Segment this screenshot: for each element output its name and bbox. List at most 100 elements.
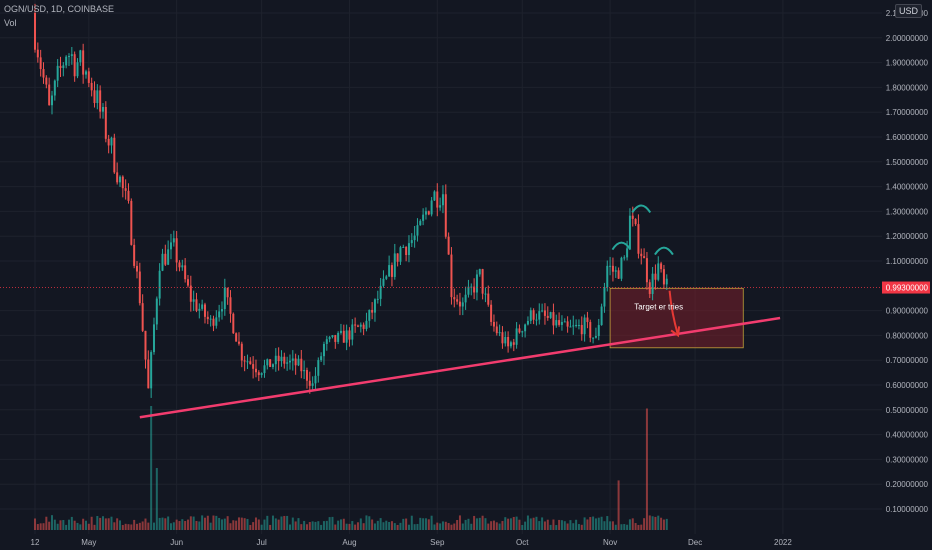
time-axis[interactable]: 12 May Jun Jul Aug Sep Oct Nov Dec 2022 xyxy=(31,538,793,547)
price-tick-label: 1.10000000 xyxy=(886,257,929,266)
candle-body xyxy=(552,312,555,326)
volume-bar xyxy=(271,515,274,530)
candle-body xyxy=(362,324,365,329)
candle-body xyxy=(280,356,283,362)
volume-bar xyxy=(280,516,283,530)
volume-bar xyxy=(226,516,229,530)
candle-body xyxy=(274,355,277,365)
time-tick-label: May xyxy=(81,538,96,547)
volume-bar xyxy=(155,468,158,530)
candle-body xyxy=(297,358,300,366)
volume-bar xyxy=(79,524,82,530)
candle-body xyxy=(82,50,85,75)
candle-body xyxy=(410,240,413,244)
volume-bar xyxy=(246,518,249,530)
head-shoulders-arc xyxy=(631,204,652,214)
volume-bar xyxy=(594,518,597,530)
candle-body xyxy=(373,299,376,313)
volume-bar xyxy=(36,524,39,530)
volume-bar xyxy=(127,524,130,530)
volume-bar xyxy=(422,518,425,530)
volume-bar xyxy=(552,519,555,530)
candle-body xyxy=(39,57,42,70)
volume-bar xyxy=(178,521,181,530)
candle-body xyxy=(175,238,178,263)
volume-bar xyxy=(388,521,391,530)
candle-body xyxy=(218,311,221,318)
volume-bar xyxy=(362,523,365,530)
volume-bar xyxy=(294,521,297,530)
volume-bar xyxy=(543,521,546,530)
volume-bar xyxy=(87,523,90,530)
candle-body xyxy=(458,301,461,307)
candle-body xyxy=(181,265,184,268)
candle-body xyxy=(490,304,493,322)
candle-body xyxy=(252,364,255,369)
candle-body xyxy=(150,352,153,389)
volume-bar xyxy=(379,518,382,530)
volume-bar xyxy=(356,522,359,530)
candle-body xyxy=(407,243,410,256)
price-axis[interactable]: 2.100000002.000000001.900000001.80000000… xyxy=(886,9,929,514)
candle-body xyxy=(543,310,546,316)
volume-bar xyxy=(124,523,127,530)
candle-body xyxy=(42,69,45,78)
volume-bar xyxy=(447,523,450,530)
volume-bar xyxy=(458,515,461,530)
candle-body xyxy=(427,211,430,215)
time-tick-label: Jul xyxy=(257,538,267,547)
candle-body xyxy=(167,249,170,265)
price-tick-label: 0.50000000 xyxy=(886,406,929,415)
volume-bar xyxy=(563,521,566,530)
candle-body xyxy=(654,273,657,280)
candle-body xyxy=(266,359,269,366)
price-tick-label: 1.50000000 xyxy=(886,158,929,167)
price-tick-label: 0.40000000 xyxy=(886,431,929,440)
volume-bar xyxy=(82,518,85,530)
candle-body xyxy=(382,278,385,286)
candle-body xyxy=(376,298,379,300)
time-tick-label: 12 xyxy=(31,538,40,547)
candle-body xyxy=(62,65,65,68)
candle-body xyxy=(76,62,79,77)
volume-bar xyxy=(461,523,464,530)
price-tick-label: 2.00000000 xyxy=(886,34,929,43)
volume-bar xyxy=(626,524,629,530)
candle-body xyxy=(413,235,416,241)
candle-body xyxy=(138,271,141,304)
volume-bar xyxy=(515,516,518,530)
candle-body xyxy=(288,360,291,363)
volume-bar xyxy=(181,519,184,530)
candle-body xyxy=(606,265,609,288)
volume-bar xyxy=(512,516,515,530)
candle-body xyxy=(328,337,331,340)
candle-body xyxy=(67,56,70,58)
volume-bar xyxy=(305,524,308,530)
candle-body xyxy=(441,194,444,206)
time-tick-label: Jun xyxy=(170,538,183,547)
volume-bar xyxy=(337,520,340,530)
candle-body xyxy=(495,326,498,334)
volume-bar xyxy=(237,517,240,530)
candle-body xyxy=(269,359,272,367)
volume-bar xyxy=(291,517,294,530)
candle-body xyxy=(45,77,48,85)
volume-bar xyxy=(490,521,493,530)
candle-body xyxy=(345,330,348,343)
price-tick-label: 1.70000000 xyxy=(886,108,929,117)
trendline[interactable] xyxy=(139,316,781,419)
volume-bar xyxy=(541,517,544,530)
candle-body xyxy=(509,342,512,347)
volume-bar xyxy=(640,524,643,530)
currency-button[interactable]: USD xyxy=(894,4,922,18)
volume-bar xyxy=(464,519,467,530)
volume-bar xyxy=(84,520,87,530)
candle-body xyxy=(592,337,595,339)
volume-bar xyxy=(325,520,328,530)
candle-body xyxy=(628,215,631,249)
volume-bar xyxy=(283,515,286,530)
volume-indicator-label[interactable]: Vol xyxy=(4,18,17,28)
volume-bar xyxy=(48,521,51,530)
volume-bar xyxy=(286,515,289,530)
